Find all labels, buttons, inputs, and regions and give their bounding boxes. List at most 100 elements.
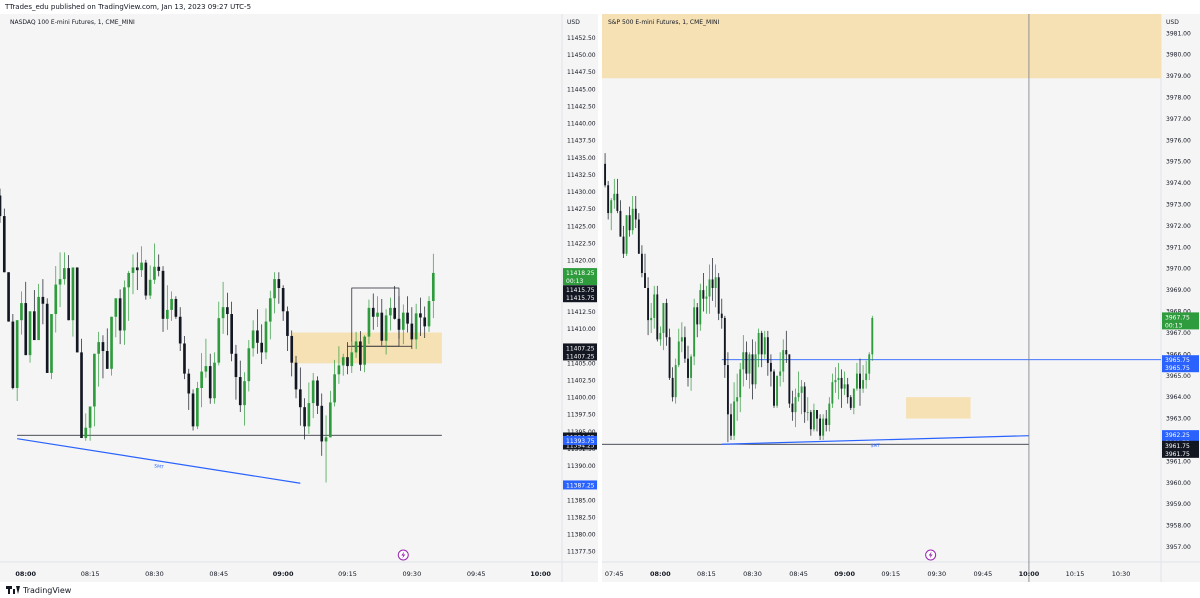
left-candle-body — [11, 321, 15, 389]
right-y-tick-label: 3977.00 — [1166, 116, 1191, 123]
left-candle-body — [127, 272, 131, 288]
right-candle-body — [773, 371, 775, 406]
left-y-tick-label: 11410.00 — [567, 326, 596, 333]
left-candle-body — [337, 365, 341, 375]
left-candle-body — [101, 342, 105, 352]
right-candle-body — [791, 403, 794, 413]
left-price-label-box — [563, 268, 597, 286]
right-time-scale[interactable] — [602, 562, 1161, 582]
right-chart-title: S&P 500 E-mini Futures, 1, CME_MINI — [608, 19, 719, 26]
left-candle-body — [414, 313, 418, 340]
right-x-ticks: 07:45 08:00 08:15 08:30 08:45 09:00 09:15 09:30… — [605, 570, 1131, 578]
right-candle-body — [846, 384, 849, 398]
left-candle-body — [406, 312, 409, 324]
left-x-tick-label: 08:30 — [145, 570, 164, 578]
right-candle-body — [757, 332, 760, 355]
right-candle-body — [797, 392, 800, 398]
left-candle-body — [303, 407, 306, 427]
left-candles — [0, 188, 435, 483]
right-candle-body — [816, 410, 818, 419]
left-price-label-box — [563, 285, 597, 303]
right-candle-body — [806, 412, 809, 413]
right-x-tick-label: 10:00 — [1019, 570, 1040, 578]
right-price-label-text: 3967.75 — [1165, 314, 1190, 321]
left-candle-body — [200, 371, 203, 389]
right-y-tick-label: 3960.00 — [1166, 480, 1191, 487]
left-candle-body — [110, 316, 113, 369]
right-candle-body — [674, 365, 677, 398]
right-candle-body — [754, 354, 757, 385]
right-candle-body — [748, 354, 751, 374]
left-y-tick-label: 11445.00 — [567, 86, 596, 93]
left-candle-body — [230, 314, 233, 354]
right-candle-body — [742, 352, 745, 370]
tradingview-brand[interactable]: TradingView — [23, 585, 72, 595]
right-candle-body — [843, 384, 846, 389]
left-candle-body — [221, 307, 225, 319]
right-candle-body — [671, 377, 674, 398]
left-candle-body — [307, 403, 311, 427]
left-candle-body — [58, 279, 62, 285]
left-price-label-text: 11418.25 — [566, 270, 595, 277]
right-zone — [602, 14, 1161, 79]
right-candle-body — [622, 236, 625, 254]
left-price-label-text: 11387.25 — [566, 482, 595, 489]
left-y-tick-label: 11382.50 — [567, 514, 596, 521]
right-candle-body — [855, 373, 858, 389]
left-candle-body — [427, 301, 431, 327]
right-candle-body — [607, 185, 610, 214]
right-chart[interactable]: SMT S&P 500 E-mini Futures, 1, CME_MINI … — [602, 14, 1200, 582]
left-smt-line — [17, 438, 301, 484]
left-candle-body — [0, 195, 2, 217]
left-y-tick-label: 11432.50 — [567, 172, 596, 179]
left-price-label-box — [563, 435, 597, 445]
left-candle-body — [135, 267, 139, 271]
right-event-marker[interactable] — [925, 549, 937, 561]
left-candle-body — [54, 284, 58, 315]
right-annotations: SMT — [602, 14, 1161, 582]
right-price-scale[interactable] — [1161, 14, 1200, 582]
left-y-tick-label: 11412.50 — [567, 309, 596, 316]
left-candle-body — [333, 374, 336, 403]
left-y-tick-label: 11390.00 — [567, 463, 596, 470]
left-price-label-text: 11407.25 — [566, 353, 595, 360]
left-candle-body — [7, 272, 10, 322]
right-candle-body — [819, 418, 822, 436]
right-candle-body — [763, 337, 766, 355]
left-candle-body — [75, 267, 79, 353]
right-plot-area[interactable] — [602, 14, 1161, 562]
left-y-tick-label: 11452.50 — [567, 35, 596, 42]
right-candle-body — [822, 418, 825, 436]
left-chart[interactable]: NASDAQ 100 E-mini Futures, 1, CME_MINI U… — [0, 14, 598, 582]
left-candle-body — [174, 298, 178, 317]
right-candle-body — [865, 373, 868, 381]
left-plot-area[interactable] — [0, 14, 562, 562]
left-candle-body — [153, 266, 156, 280]
right-candle-body — [751, 354, 754, 385]
left-candle-body — [238, 377, 242, 406]
right-candle-body — [662, 302, 665, 333]
left-candle-body — [251, 330, 255, 349]
left-x-ticks: 08:00 08:15 08:30 08:45 09:00 09:15 09:30 09:45… — [15, 570, 551, 578]
left-candle-body — [419, 313, 422, 318]
right-candle-body — [631, 208, 634, 231]
left-candle-body — [165, 309, 169, 319]
left-candle-body — [208, 366, 212, 399]
left-candle-body — [20, 303, 23, 321]
left-time-scale[interactable] — [0, 562, 562, 582]
right-y-tick-label: 3970.00 — [1166, 266, 1191, 273]
right-candle-body — [659, 332, 662, 340]
right-candle-body — [849, 397, 852, 408]
right-candle-body — [705, 296, 708, 299]
left-event-marker[interactable] — [397, 549, 409, 561]
right-candle-body — [628, 215, 631, 231]
right-y-tick-label: 3979.00 — [1166, 73, 1191, 80]
right-y-tick-label: 3978.00 — [1166, 94, 1191, 101]
publish-header: TTrades_edu published on TradingView.com… — [0, 0, 1200, 15]
left-candle-body — [243, 381, 246, 406]
left-y-tick-label: 11402.50 — [567, 377, 596, 384]
right-candle-body — [862, 380, 865, 389]
left-candle-body — [389, 307, 392, 316]
right-candle-body — [803, 386, 806, 413]
right-price-label-text: 3961.75 — [1165, 443, 1190, 450]
